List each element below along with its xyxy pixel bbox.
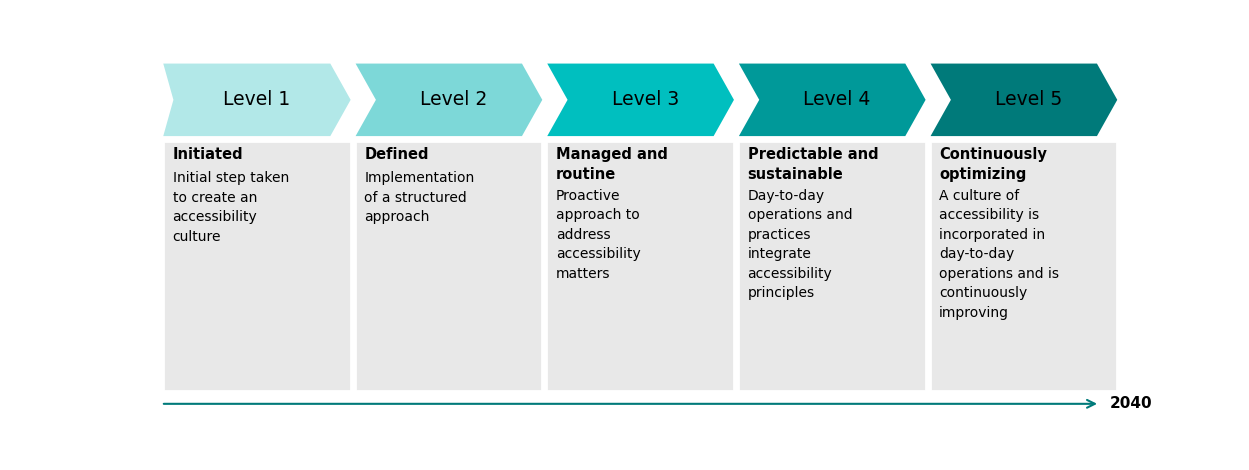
Polygon shape (736, 62, 928, 138)
Text: Proactive
approach to
address
accessibility
matters: Proactive approach to address accessibil… (556, 189, 641, 281)
FancyBboxPatch shape (355, 141, 542, 391)
Text: Continuously
optimizing: Continuously optimizing (939, 147, 1047, 182)
Text: Level 1: Level 1 (224, 90, 291, 110)
Polygon shape (928, 62, 1119, 138)
Text: Implementation
of a structured
approach: Implementation of a structured approach (365, 172, 475, 225)
Text: Day-to-day
operations and
practices
integrate
accessibility
principles: Day-to-day operations and practices inte… (748, 189, 852, 300)
Text: Level 5: Level 5 (995, 90, 1063, 110)
Text: Defined: Defined (365, 147, 428, 162)
Text: Level 3: Level 3 (612, 90, 679, 110)
Text: Managed and
routine: Managed and routine (556, 147, 668, 182)
FancyBboxPatch shape (929, 141, 1118, 391)
Polygon shape (352, 62, 545, 138)
Polygon shape (545, 62, 736, 138)
Text: A culture of
accessibility is
incorporated in
day-to-day
operations and is
conti: A culture of accessibility is incorporat… (939, 189, 1059, 320)
FancyBboxPatch shape (546, 141, 734, 391)
Text: Level 4: Level 4 (803, 90, 871, 110)
Text: Level 2: Level 2 (420, 90, 487, 110)
FancyBboxPatch shape (738, 141, 926, 391)
Text: 2040: 2040 (1109, 396, 1153, 411)
FancyBboxPatch shape (162, 141, 351, 391)
Text: Predictable and
sustainable: Predictable and sustainable (748, 147, 878, 182)
Text: Initiated: Initiated (172, 147, 244, 162)
Polygon shape (161, 62, 352, 138)
Text: Initial step taken
to create an
accessibility
culture: Initial step taken to create an accessib… (172, 172, 289, 244)
